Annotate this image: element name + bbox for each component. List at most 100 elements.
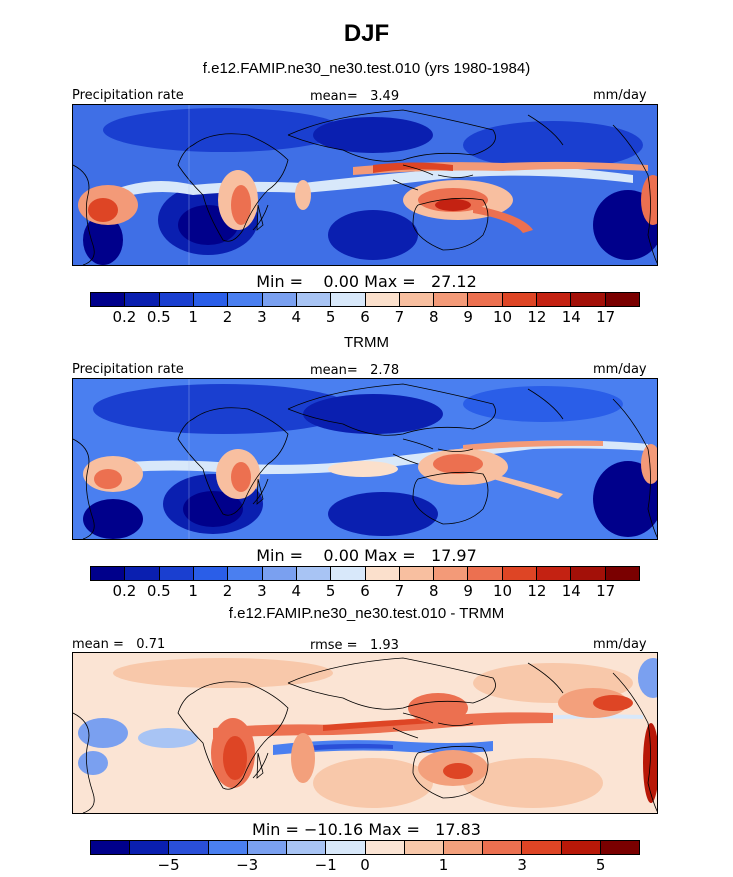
colorbar-tick-label: 1 xyxy=(438,856,449,874)
wet-region xyxy=(88,198,118,222)
negative-bias-region xyxy=(78,718,128,748)
colorbar-tick-label: 5 xyxy=(325,582,336,600)
colorbar-swatch xyxy=(561,841,601,854)
colorbar-tick-label: 9 xyxy=(463,308,473,326)
dry-region xyxy=(593,461,657,537)
colorbar-swatch xyxy=(434,567,469,580)
colorbar-tick-label: 0.5 xyxy=(146,582,171,600)
colorbar-tick-label: 10 xyxy=(492,582,513,600)
panel2-minmax: Min = 0.00 Max = 17.97 xyxy=(256,546,477,565)
dry-region xyxy=(83,499,143,539)
colorbar-swatch xyxy=(404,841,444,854)
positive-bias-region xyxy=(408,693,468,723)
itcz-band xyxy=(463,440,603,451)
panel3-colorbar-ticks: −5 −3 −1 0 1 3 5 xyxy=(0,856,733,876)
panel2-title: TRMM xyxy=(344,334,389,351)
dry-region xyxy=(83,215,123,265)
dry-region xyxy=(328,492,438,536)
colorbar-swatch xyxy=(262,293,297,306)
colorbar-tick-label: 17 xyxy=(596,308,616,326)
colorbar-tick-label: 1 xyxy=(188,308,198,326)
wet-region xyxy=(641,175,657,225)
colorbar-swatch xyxy=(365,293,400,306)
colorbar-swatch xyxy=(130,841,170,854)
colorbar-swatch xyxy=(91,567,126,580)
panel1-minmax: Min = 0.00 Max = 27.12 xyxy=(256,272,477,291)
panel2-variable-label: Precipitation rate xyxy=(72,362,184,377)
colorbar-tick-label: 7 xyxy=(394,308,405,326)
colorbar-swatch xyxy=(91,841,131,854)
colorbar-swatch xyxy=(502,567,538,580)
colorbar-swatch xyxy=(228,293,263,306)
colorbar-tick-label: −1 xyxy=(314,856,337,874)
panel2-units-label: mm/day xyxy=(593,362,647,377)
dry-region xyxy=(313,117,433,153)
dry-region xyxy=(183,491,243,527)
colorbar-tick-label: 4 xyxy=(291,308,302,326)
wet-region xyxy=(641,444,657,484)
colorbar-swatch xyxy=(468,293,503,306)
colorbar-tick-label: 5 xyxy=(595,856,606,874)
colorbar-swatch xyxy=(399,293,435,306)
colorbar-swatch xyxy=(365,567,400,580)
colorbar-tick-label: 12 xyxy=(527,308,547,326)
wet-region xyxy=(94,469,122,489)
colorbar-swatch xyxy=(571,293,606,306)
panel1-title: f.e12.FAMIP.ne30_ne30.test.010 (yrs 1980… xyxy=(202,60,531,77)
colorbar-swatch xyxy=(605,293,639,306)
colorbar-swatch xyxy=(262,567,297,580)
wet-region xyxy=(231,462,251,492)
colorbar-swatch xyxy=(125,293,160,306)
colorbar-tick-label: 9 xyxy=(463,582,473,600)
wet-region xyxy=(295,180,311,210)
wet-region xyxy=(435,199,471,211)
figure-title: DJF xyxy=(343,20,390,47)
spcz-band xyxy=(493,474,563,499)
colorbar-swatch xyxy=(193,293,229,306)
colorbar-swatch xyxy=(537,567,572,580)
panel1-colorbar-ticks: 0.2 0.5 1 2 3 4 5 6 7 8 9 10 12 14 17 xyxy=(0,308,733,328)
positive-bias-region xyxy=(291,733,315,783)
colorbar-swatch xyxy=(208,841,248,854)
positive-bias-region xyxy=(443,763,473,779)
panel3-title: f.e12.FAMIP.ne30_ne30.test.010 - TRMM xyxy=(228,605,505,622)
colorbar-swatch xyxy=(247,841,288,854)
colorbar-swatch xyxy=(399,567,435,580)
colorbar-tick-label: 14 xyxy=(561,308,581,326)
colorbar-swatch xyxy=(571,567,606,580)
colorbar-swatch xyxy=(296,567,332,580)
colorbar-swatch xyxy=(287,841,327,854)
panel1-variable-label: Precipitation rate xyxy=(72,88,184,103)
colorbar-tick-label: 6 xyxy=(360,308,370,326)
positive-bias-region xyxy=(223,736,247,780)
colorbar-tick-label: 0.2 xyxy=(112,582,137,600)
diff-region xyxy=(463,758,603,808)
colorbar-swatch xyxy=(125,567,160,580)
panel3-rmse-label: rmse = 1.93 xyxy=(310,638,399,653)
colorbar-tick-label: 6 xyxy=(360,582,370,600)
negative-bias-region xyxy=(638,658,657,698)
colorbar-tick-label: 2 xyxy=(222,308,233,326)
colorbar-swatch xyxy=(365,841,405,854)
dry-region xyxy=(93,384,353,434)
dry-region xyxy=(593,190,657,260)
panel2-colorbar xyxy=(90,566,640,581)
negative-bias-region xyxy=(78,751,108,775)
colorbar-tick-label: 14 xyxy=(561,582,581,600)
colorbar-tick-label: 4 xyxy=(291,582,302,600)
colorbar-tick-label: 3 xyxy=(257,582,267,600)
colorbar-swatch xyxy=(331,567,366,580)
positive-bias-band xyxy=(323,718,433,731)
colorbar-swatch xyxy=(159,567,194,580)
colorbar-tick-label: 0 xyxy=(360,856,370,874)
dry-region xyxy=(328,210,418,260)
panel2-map xyxy=(72,378,658,540)
colorbar-swatch xyxy=(193,567,229,580)
negative-bias-region xyxy=(138,728,198,748)
colorbar-tick-label: 8 xyxy=(428,308,439,326)
colorbar-tick-label: 8 xyxy=(428,582,439,600)
colorbar-tick-label: 0.5 xyxy=(146,308,171,326)
dry-region xyxy=(103,108,343,152)
colorbar-swatch xyxy=(600,841,640,854)
colorbar-tick-label: −5 xyxy=(157,856,180,874)
